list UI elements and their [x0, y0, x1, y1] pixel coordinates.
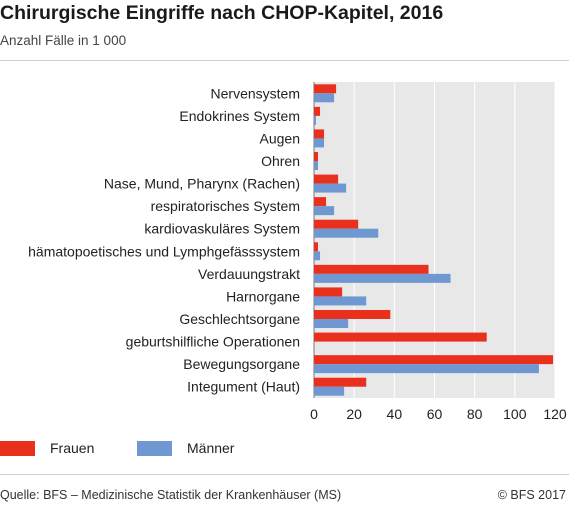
x-tick-label: 0 [310, 406, 318, 422]
category-label: Integument (Haut) [187, 379, 300, 395]
bar-maenner [314, 228, 379, 238]
category-label: Geschlechtsorgane [179, 311, 300, 327]
x-tick-label: 20 [346, 406, 362, 422]
category-label: Augen [260, 130, 300, 146]
x-tick-label: 120 [543, 406, 567, 422]
bar-maenner [314, 273, 451, 283]
bar-frauen [314, 197, 327, 207]
bar-frauen [314, 310, 391, 319]
bar-maenner [314, 93, 335, 103]
bar-frauen [314, 219, 359, 229]
x-tick-label: 40 [387, 406, 403, 422]
bar-frauen [314, 152, 319, 161]
category-label: Nase, Mund, Pharynx (Rachen) [104, 176, 300, 192]
footer-divider [0, 474, 569, 475]
legend-item-maenner: Männer [137, 440, 234, 456]
bar-maenner [314, 296, 367, 306]
chart-title: Chirurgische Eingriffe nach CHOP-Kapitel… [0, 2, 444, 24]
legend-swatch-maenner [137, 440, 172, 456]
bar-frauen [314, 332, 487, 342]
legend-item-frauen: Frauen [0, 440, 94, 456]
bar-maenner [314, 161, 319, 170]
category-label: hämatopoetisches und Lymphgefässsystem [28, 243, 300, 259]
bar-maenner [314, 183, 347, 193]
legend-label-maenner: Männer [187, 440, 235, 456]
source-note: Quelle: BFS – Medizinische Statistik der… [0, 488, 342, 502]
bar-maenner [314, 138, 325, 148]
bar-maenner [314, 364, 539, 374]
bar-maenner [314, 115, 317, 125]
bar-frauen [314, 242, 319, 252]
chart-subtitle: Anzahl Fälle in 1 000 [0, 33, 127, 48]
chart-legend: Frauen Männer [0, 440, 569, 460]
bar-maenner [314, 251, 321, 261]
category-label: geburtshilfliche Operationen [126, 334, 300, 350]
bar-frauen [314, 84, 337, 94]
bar-maenner [314, 319, 349, 328]
bar-frauen [314, 106, 321, 116]
x-tick-label: 100 [503, 406, 527, 422]
category-label: Endokrines System [179, 108, 300, 124]
bar-frauen [314, 264, 429, 274]
copyright-note: © BFS 2017 [497, 488, 566, 502]
bar-frauen [314, 129, 325, 139]
top-divider [0, 60, 569, 61]
bar-frauen [314, 174, 339, 184]
category-label: Bewegungsorgane [183, 356, 300, 372]
category-label: Nervensystem [211, 85, 300, 101]
bar-chart: 0 20 40 60 80 100 120 Nervensystem Endokrines Sy… [28, 82, 567, 422]
bar-frauen [314, 377, 367, 387]
bar-frauen [314, 287, 343, 297]
bar-maenner [314, 386, 345, 396]
x-tick-label: 80 [467, 406, 483, 422]
category-label: kardiovaskuläres System [144, 221, 300, 237]
bar-frauen [314, 355, 553, 365]
x-tick-label: 60 [427, 406, 443, 422]
category-label: Verdauungstrakt [198, 266, 300, 282]
legend-swatch-frauen [0, 440, 35, 456]
bar-maenner [314, 206, 335, 216]
category-label: Harnorgane [226, 288, 300, 304]
category-label: respiratorisches System [151, 198, 300, 214]
category-label: Ohren [261, 153, 300, 169]
legend-label-frauen: Frauen [50, 440, 95, 456]
